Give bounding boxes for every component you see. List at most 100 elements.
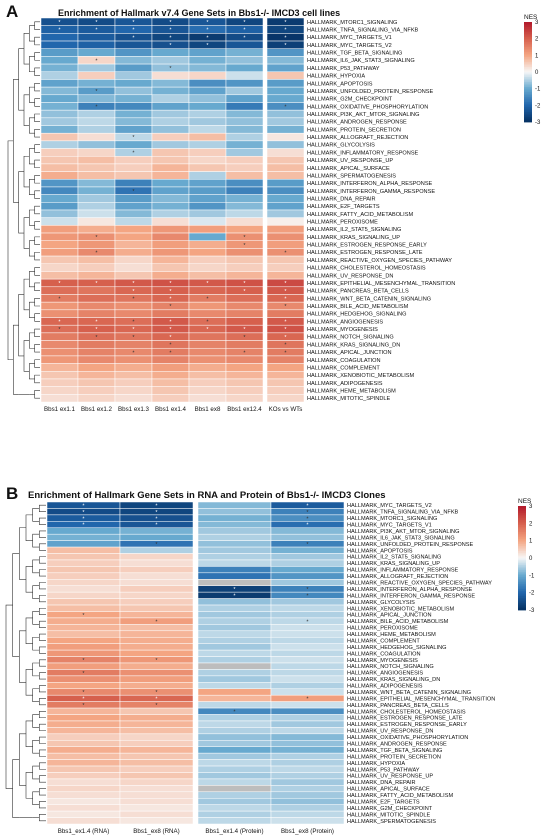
heatmap-cell: [225, 378, 264, 387]
heatmap-cell: [151, 194, 190, 203]
heatmap-cell: [119, 778, 194, 786]
significance-marker: *: [243, 289, 246, 295]
heatmap-cell: [77, 163, 116, 172]
significance-marker: *: [233, 587, 236, 593]
heatmap-cell: [266, 186, 305, 195]
heatmap-cell: [188, 363, 227, 372]
heatmap-cell: [77, 355, 116, 364]
row-label: HALLMARK_REACTIVE_OXYGEN_SPECIES_PATHWAY: [347, 581, 492, 587]
row-label: HALLMARK_HEDGEHOG_SIGNALING: [307, 312, 406, 318]
legend-title: NES: [518, 498, 532, 505]
heatmap-cell: [270, 598, 345, 606]
heatmap-cell: [270, 611, 345, 619]
heatmap-cell: [151, 271, 190, 280]
legend-tick-label: 1: [529, 539, 533, 545]
heatmap-cell: [114, 40, 153, 49]
column-label: Bbs1_ex8 (RNA): [133, 828, 179, 835]
legend-title: NES: [524, 14, 538, 21]
heatmap-cell: [119, 675, 194, 683]
significance-marker: *: [95, 235, 98, 241]
heatmap-cell: [225, 217, 264, 226]
heatmap-cell: [225, 163, 264, 172]
heatmap-cell: [270, 714, 345, 722]
row-label: HALLMARK_PANCREAS_BETA_CELLS: [347, 703, 449, 709]
heatmap-cell: [188, 86, 227, 96]
heatmap-cell: [197, 521, 272, 529]
heatmap-cell: [197, 598, 272, 606]
heatmap-cell: [46, 585, 121, 593]
significance-marker: *: [284, 105, 287, 111]
row-label: HALLMARK_XENOBIOTIC_METABOLISM: [347, 606, 454, 612]
heatmap-cell: [188, 371, 227, 380]
significance-marker: *: [306, 594, 309, 600]
heatmap-cell: [225, 340, 264, 349]
heatmap-cell: [77, 263, 116, 272]
significance-marker: *: [233, 594, 236, 600]
heatmap-cell: [151, 86, 190, 96]
row-label: HALLMARK_G2M_CHECKPOINT: [347, 806, 433, 812]
significance-marker: *: [284, 43, 287, 49]
heatmap-cell: [197, 778, 272, 786]
row-label: HALLMARK_APOPTOSIS: [347, 548, 413, 554]
heatmap-cell: [270, 752, 345, 760]
row-label: HALLMARK_OXIDATIVE_PHOSPHORYLATION: [347, 735, 468, 741]
heatmap-cell: [188, 263, 227, 272]
heatmap-cell: [46, 662, 121, 670]
heatmap-cell: [114, 56, 153, 65]
heatmap-cell: [197, 752, 272, 760]
legend-tick-label: -2: [529, 591, 535, 597]
heatmap-cell: [266, 48, 305, 57]
heatmap-cell: [40, 40, 79, 49]
significance-marker: *: [132, 320, 135, 326]
significance-marker: *: [82, 658, 85, 664]
heatmap-cell: [77, 179, 116, 188]
heatmap-cell: [119, 804, 194, 812]
significance-marker: *: [95, 105, 98, 111]
heatmap-cell: [225, 363, 264, 372]
heatmap-cell: [77, 109, 116, 119]
row-label: HALLMARK_ANGIOGENESIS: [307, 319, 383, 325]
heatmap-cell: [188, 301, 227, 311]
legend-tick-label: 3: [535, 20, 539, 26]
heatmap-cell: [151, 217, 190, 226]
heatmap-cell: [266, 171, 305, 180]
significance-marker: *: [58, 20, 61, 26]
heatmap-cell: [77, 340, 116, 349]
heatmap-cell: [266, 232, 305, 241]
heatmap-cell: [197, 688, 272, 696]
heatmap-cell: [114, 309, 153, 318]
row-label: HALLMARK_INTERFERON_ALPHA_RESPONSE: [347, 587, 473, 593]
heatmap-cell: [40, 86, 79, 96]
significance-marker: *: [243, 327, 246, 333]
significance-marker: *: [95, 28, 98, 34]
heatmap-cell: [114, 371, 153, 380]
heatmap-cell: [197, 733, 272, 741]
heatmap-cell: [270, 707, 345, 715]
row-dendrogram: [5, 504, 46, 822]
heatmap-cell: [77, 155, 116, 165]
heatmap-cell: [46, 540, 121, 548]
legend-tick-label: 2: [529, 521, 533, 527]
heatmap-cell: [119, 546, 194, 554]
row-label: HALLMARK_COAGULATION: [307, 358, 381, 364]
heatmap-cell: [40, 363, 79, 372]
heatmap-cell: [270, 688, 345, 696]
heatmap-cell: [77, 386, 116, 395]
significance-marker: *: [82, 503, 85, 509]
heatmap-cell: [225, 355, 264, 364]
heatmap-cell: [266, 132, 305, 142]
heatmap-cell: [119, 566, 194, 574]
heatmap-cell: [197, 636, 272, 644]
significance-marker: *: [243, 20, 246, 26]
heatmap-cell: [46, 797, 121, 805]
significance-marker: *: [243, 243, 246, 249]
heatmap-cell: [266, 217, 305, 226]
heatmap-cell: [197, 772, 272, 780]
heatmap-cell: [151, 371, 190, 380]
heatmap-cell: [114, 225, 153, 234]
row-label: HALLMARK_WNT_BETA_CATENIN_SIGNALING: [307, 296, 431, 302]
column-label: KOs vs WTs: [269, 406, 303, 413]
row-label: HALLMARK_MYOGENESIS: [347, 658, 418, 664]
heatmap-cell: [188, 225, 227, 234]
